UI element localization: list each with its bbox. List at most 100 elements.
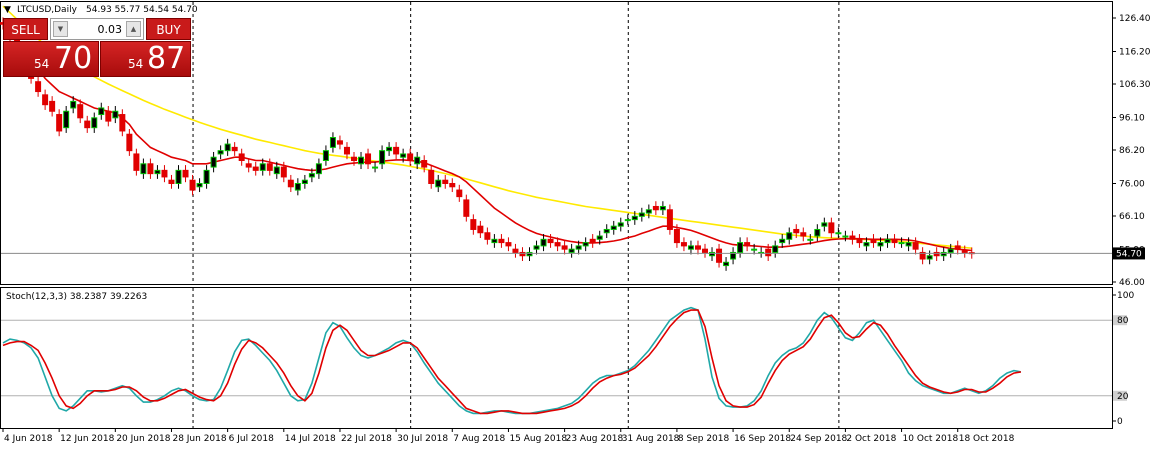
price-tick-label: 96.10 [1119,113,1145,123]
lot-size-field: ▼ ▲ [50,18,144,40]
candle-body [807,238,814,241]
stoch-pane-frame [0,287,1113,429]
stoch-tick-label: 100 [1117,291,1134,301]
candle-body [280,166,287,178]
candle-body [666,209,673,230]
candle-body [730,251,737,260]
candle-body [442,179,449,184]
candle-body [421,160,428,168]
current-price-box [1113,247,1145,260]
stoch-signal-line [2,309,1022,415]
ohlc-readout: 54.93 55.77 54.54 54.70 [86,5,198,15]
candle-body [828,222,835,234]
current-price-line: 54.70 [1,247,1145,260]
candle-body [842,235,849,238]
candle-body [126,133,133,152]
candle-body [919,251,926,260]
candle-body [961,250,968,253]
stoch-tick-label: 0 [1117,417,1123,427]
candle-body [484,232,491,240]
candle-body [568,248,575,253]
candle-body [98,107,105,116]
candle-body [884,238,891,244]
candle-body [659,205,666,211]
candle-body [589,238,596,244]
candle-body [196,182,203,188]
candle-body [877,242,884,247]
candle-body [772,245,779,253]
time-tick-label: 10 Oct 2018 [903,434,959,444]
candle-body [954,245,961,250]
candle-body [343,146,350,155]
candle-body [933,251,940,257]
candle-body [779,238,786,244]
price-tick-label: 116.20 [1119,47,1151,57]
candle-body [42,94,49,106]
stoch-tick-label: 20 [1117,392,1129,402]
candle-body [386,146,393,152]
lot-increase-icon[interactable]: ▲ [126,21,141,37]
sell-button[interactable]: SELL [3,18,48,40]
price-tick-label: 66.10 [1119,212,1145,222]
candle-body [631,215,638,221]
candle-body [168,179,175,184]
sell-price-small: 54 [34,57,50,71]
candle-body [687,245,694,250]
candle-body [407,153,414,162]
candle-body [680,242,687,247]
candle-body [709,251,716,257]
candle-body [189,179,196,191]
stoch-levels: 100 80 20 0 [1,291,1134,427]
candle-body [393,146,400,155]
candle-body [154,169,161,175]
candle-body [203,169,210,184]
candle-body [91,117,98,129]
buy-button[interactable]: BUY [146,18,191,40]
lot-input[interactable] [70,21,122,37]
candle-body [175,169,182,184]
candle-body [624,219,631,222]
buy-price-button[interactable]: 54 87 [100,41,191,77]
candle-body [477,225,484,234]
time-tick-label: 20 Jun 2018 [116,434,170,444]
candle-body [294,182,301,191]
candle-body [898,242,905,245]
candle-body [140,163,147,175]
candle-body [856,238,863,244]
candle-body [112,110,119,119]
one-click-trading-panel: SELL ▼ ▲ BUY 54 70 54 87 [3,18,191,77]
candle-body [449,182,456,188]
candle-body [582,242,589,247]
candle-body [505,242,512,247]
stoch-title: Stoch(12,3,3) 38.2387 39.2263 [6,292,147,302]
candle-body [561,245,568,250]
candle-body [645,209,652,214]
price-tick-label: 126.40 [1119,14,1151,24]
sell-price-button[interactable]: 54 70 [3,41,99,77]
candle-body [428,169,435,184]
candle-body [301,179,308,184]
candle-body [652,205,659,211]
candle-body [252,166,259,171]
candle-body [863,242,870,247]
current-price-label: 54.70 [1116,249,1142,259]
candle-body [119,114,126,132]
candle-body [351,156,357,162]
candle-body [540,238,547,247]
candle-body [315,163,322,175]
price-tick-label: 106.30 [1119,80,1151,90]
candle-body [400,153,407,158]
candle-body [610,225,617,230]
lot-decrease-icon[interactable]: ▼ [53,21,68,37]
candle-body [835,232,842,235]
candle-body [379,150,386,165]
time-tick-label: 30 Jul 2018 [397,434,448,444]
candle-body [547,238,554,244]
candle-body [372,166,379,169]
stoch-level-box [1113,315,1127,326]
candle-body [470,219,477,230]
candle-body [287,179,294,188]
stoch-main-line [2,306,1022,415]
candle-body [673,228,680,244]
candle-body [329,137,336,148]
